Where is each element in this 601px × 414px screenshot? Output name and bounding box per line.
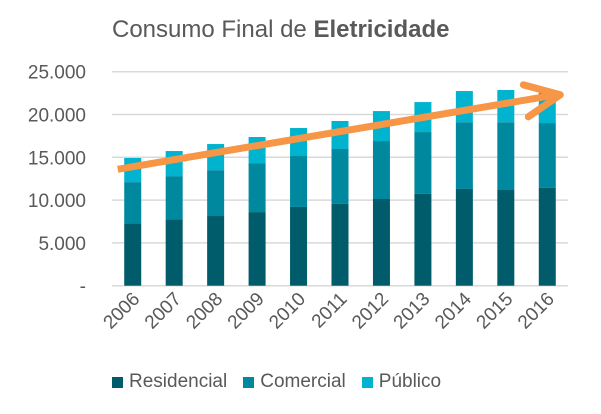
bar-residencial-2009	[248, 212, 266, 286]
legend-item-residencial: Residencial	[112, 371, 227, 393]
bar-comercial-2015	[497, 122, 515, 190]
legend-swatch	[112, 376, 123, 388]
title-bold: Eletricidade	[313, 16, 450, 43]
title-regular: Consumo Final de	[112, 16, 307, 43]
y-tick-label: 5.000	[38, 234, 86, 255]
x-tick-label: 2010	[265, 289, 310, 334]
bar-comercial-2007	[165, 176, 183, 220]
bar-comercial-2014	[455, 122, 473, 189]
bar-residencial-2012	[372, 198, 390, 286]
legend-swatch	[361, 376, 373, 388]
bar-comercial-2011	[331, 148, 349, 204]
y-tick-label: -	[80, 277, 86, 298]
x-tick-label: 2016	[514, 289, 559, 334]
bar-comercial-2013	[414, 132, 432, 194]
legend-item-publico: Público	[361, 371, 442, 393]
bar-residencial-2015	[497, 189, 515, 286]
bar-comercial-2010	[290, 156, 308, 207]
bar-comercial-2009	[248, 163, 266, 213]
x-tick-label: 2012	[348, 289, 393, 334]
bar-comercial-2008	[207, 170, 225, 217]
bar-residencial-2010	[290, 206, 308, 286]
legend-swatch	[243, 376, 255, 388]
y-tick-label: 20.000	[28, 106, 86, 127]
bar-residencial-2008	[207, 216, 225, 286]
y-tick-label: 10.000	[28, 191, 86, 212]
y-tick-label: 15.000	[28, 148, 86, 169]
x-tick-label: 2009	[224, 289, 269, 334]
legend-label: Residencial	[129, 371, 228, 392]
bar-residencial-2014	[455, 188, 473, 286]
x-tick-label: 2008	[182, 289, 227, 334]
x-tick-label: 2011	[308, 289, 352, 333]
bar-comercial-2006	[124, 182, 142, 224]
y-tick-label: 25.000	[28, 63, 86, 84]
legend-item-comercial: Comercial	[243, 371, 346, 393]
bar-residencial-2013	[414, 193, 432, 286]
trend-arrow-shaft	[117, 91, 557, 173]
x-tick-label: 2015	[473, 289, 518, 334]
x-tick-label: 2013	[390, 289, 435, 334]
legend: Residencial Comercial Público	[112, 371, 441, 393]
x-tick-label: 2007	[141, 289, 186, 334]
bar-residencial-2007	[165, 219, 183, 286]
legend-label: Comercial	[260, 371, 346, 392]
bar-residencial-2006	[124, 223, 142, 286]
chart-title: Consumo Final de Eletricidade	[112, 16, 450, 44]
bar-comercial-2012	[372, 141, 390, 199]
bar-residencial-2011	[331, 203, 349, 286]
bar-comercial-2016	[538, 123, 556, 188]
legend-label: Público	[378, 371, 442, 392]
bar-residencial-2016	[538, 187, 556, 286]
x-tick-label: 2006	[100, 289, 145, 334]
trend-arrow-head	[519, 81, 564, 121]
x-tick-label: 2014	[431, 288, 476, 333]
